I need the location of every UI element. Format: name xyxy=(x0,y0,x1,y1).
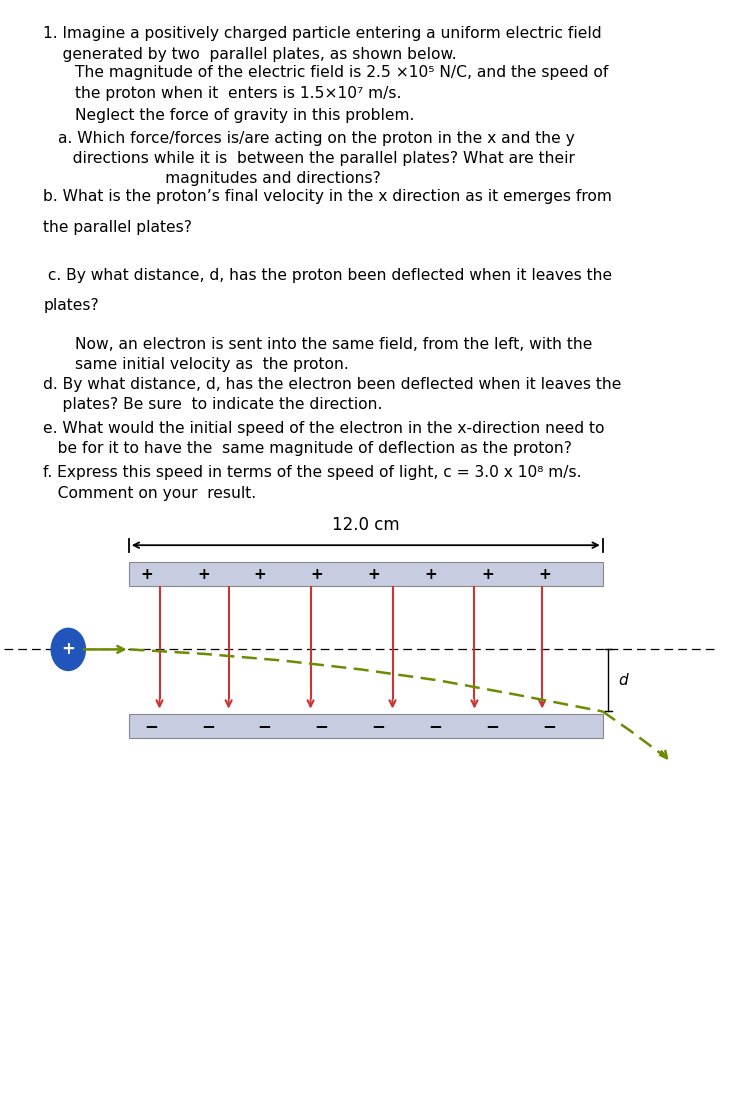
Text: −: − xyxy=(257,717,272,735)
Text: 1. Imagine a positively charged particle entering a uniform electric field
    g: 1. Imagine a positively charged particle… xyxy=(44,27,602,61)
Text: +: + xyxy=(253,566,266,582)
Text: −: − xyxy=(485,717,500,735)
Text: +: + xyxy=(424,566,436,582)
Text: −: − xyxy=(542,717,556,735)
Text: d: d xyxy=(619,672,628,688)
Text: +: + xyxy=(62,640,75,658)
Text: +: + xyxy=(538,566,550,582)
Text: b. What is the proton’s final velocity in the x direction as it emerges from: b. What is the proton’s final velocity i… xyxy=(44,189,612,204)
Text: Neglect the force of gravity in this problem.: Neglect the force of gravity in this pro… xyxy=(76,108,415,123)
Text: a. Which force/forces is/are acting on the proton in the x and the y
   directio: a. Which force/forces is/are acting on t… xyxy=(58,131,574,187)
Text: −: − xyxy=(371,717,386,735)
Text: +: + xyxy=(197,566,210,582)
Text: +: + xyxy=(367,566,380,582)
Text: e. What would the initial speed of the electron in the x-direction need to
   be: e. What would the initial speed of the e… xyxy=(44,421,604,457)
Text: −: − xyxy=(428,717,442,735)
Text: plates?: plates? xyxy=(44,298,99,313)
Text: Now, an electron is sent into the same field, from the left, with the
same initi: Now, an electron is sent into the same f… xyxy=(76,336,592,372)
Text: 12.0 cm: 12.0 cm xyxy=(332,516,400,534)
Text: −: − xyxy=(145,717,158,735)
Ellipse shape xyxy=(51,629,86,670)
Text: +: + xyxy=(310,566,322,582)
Bar xyxy=(129,714,603,738)
Text: +: + xyxy=(481,566,494,582)
Text: f. Express this speed in terms of the speed of light, c = 3.0 x 10⁸ m/s.
   Comm: f. Express this speed in terms of the sp… xyxy=(44,466,582,500)
Text: −: − xyxy=(314,717,328,735)
Text: the parallel plates?: the parallel plates? xyxy=(44,220,192,236)
Text: c. By what distance, d, has the proton been deflected when it leaves the: c. By what distance, d, has the proton b… xyxy=(44,268,613,283)
Bar xyxy=(129,562,603,586)
Text: The magnitude of the electric field is 2.5 ×10⁵ N/C, and the speed of
the proton: The magnitude of the electric field is 2… xyxy=(76,65,609,101)
Text: d. By what distance, d, has the electron been deflected when it leaves the
    p: d. By what distance, d, has the electron… xyxy=(44,376,622,412)
Text: −: − xyxy=(202,717,215,735)
Text: +: + xyxy=(140,566,153,582)
